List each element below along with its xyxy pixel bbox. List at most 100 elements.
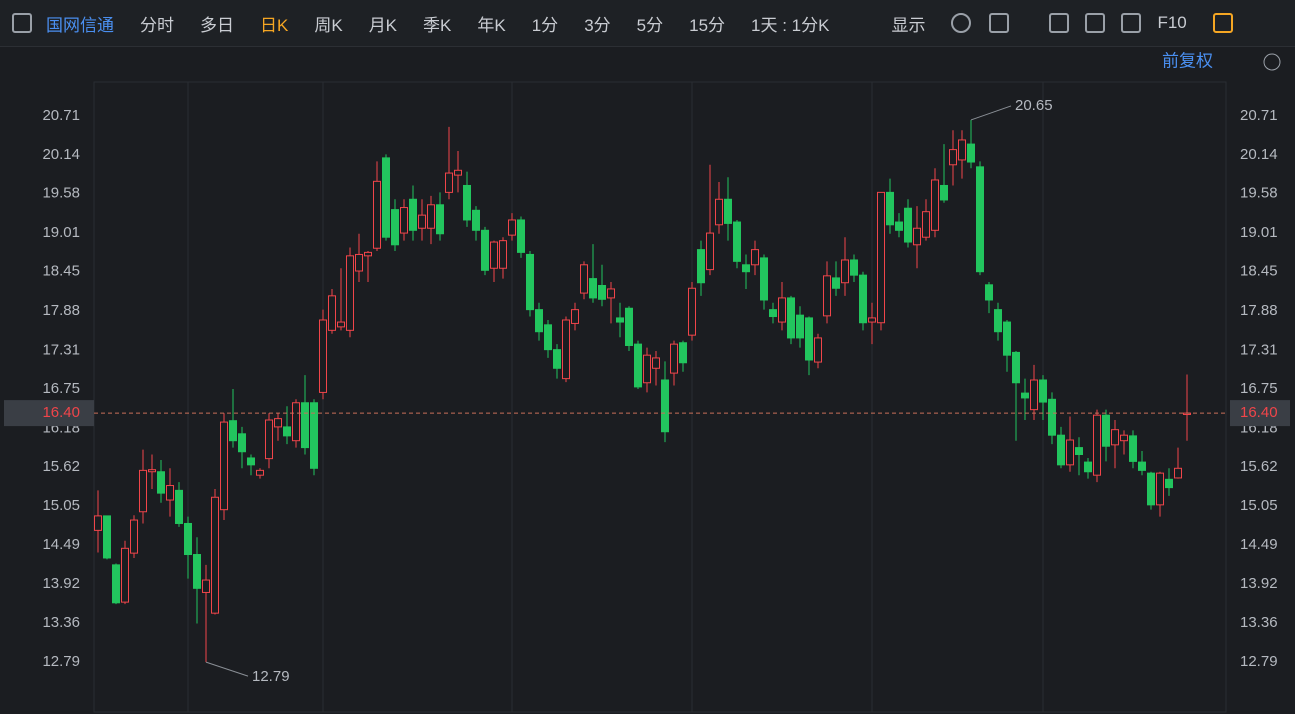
y2-tick-label: 14.49 [1240, 536, 1278, 553]
y-tick-label: 19.58 [42, 185, 80, 202]
camera-icon[interactable] [1049, 13, 1070, 33]
interval[interactable]: 1天 : 1分K [751, 15, 830, 35]
candle-body [1102, 414, 1110, 447]
candle-body [1138, 461, 1146, 471]
candle-body [841, 259, 849, 284]
candle-body [598, 284, 606, 300]
candle-body [571, 309, 579, 324]
color-icon[interactable] [989, 13, 1010, 33]
period-tab[interactable]: 分时 [140, 15, 174, 35]
y-tick-label: 20.14 [42, 146, 80, 163]
draw-icon[interactable] [1085, 13, 1106, 33]
period-tab[interactable]: 日K [260, 15, 289, 35]
candle-body [1120, 434, 1128, 442]
period-tab[interactable]: 15分 [689, 15, 726, 35]
y2-tick-label: 20.14 [1240, 146, 1278, 163]
candle-body [1174, 467, 1182, 479]
candle-body [418, 214, 426, 229]
candle-body [922, 211, 930, 238]
y2-tick-label: 16.75 [1240, 380, 1278, 397]
f10[interactable]: F10 [1157, 13, 1187, 32]
zoom-out[interactable] [1263, 53, 1281, 71]
candle-body [949, 149, 957, 166]
candle-body [985, 284, 993, 301]
candle-body [994, 309, 1002, 333]
candle-body [166, 485, 174, 501]
candle-body [787, 297, 795, 339]
y2-tick-label: 19.01 [1240, 224, 1278, 241]
candle-body [454, 169, 462, 176]
candle-body [463, 184, 471, 221]
candle-body [184, 522, 192, 556]
candle-body [1093, 414, 1101, 476]
candle-body [1147, 472, 1155, 506]
period-tab[interactable]: 周K [314, 15, 343, 35]
candle-body [175, 489, 183, 524]
candle-body [220, 421, 228, 511]
candle-body [112, 564, 120, 604]
candle-body [544, 324, 552, 351]
candle-body [913, 227, 921, 246]
low-label: 12.79 [252, 668, 290, 685]
y-tick-label: 17.31 [42, 341, 80, 358]
y2-tick-label: 18.45 [1240, 263, 1278, 280]
candle-body [1129, 435, 1137, 462]
candle-body [211, 496, 219, 614]
candle-body [589, 278, 597, 299]
y2-tick-label: 17.31 [1240, 341, 1278, 358]
candle-body [940, 184, 948, 201]
display-menu[interactable]: 显示 [891, 15, 926, 35]
candle-body [958, 139, 966, 161]
v-grid [187, 82, 1044, 712]
candle-body [652, 357, 660, 369]
candle-body [1021, 392, 1029, 399]
candle-body [805, 317, 813, 361]
candle-body [733, 221, 741, 262]
candle-body [337, 321, 345, 328]
period-tab[interactable]: 年K [477, 15, 506, 35]
candle-body [373, 180, 381, 249]
candle-body [400, 207, 408, 234]
candle-body [292, 402, 300, 442]
candle-body [823, 275, 831, 317]
candle-body [202, 579, 210, 593]
y2-tick-label: 13.36 [1240, 614, 1278, 631]
toolbar: 国网信通 分时 多日 日K 周K 月K 季K 年K 1分 3分 5分 15分 1天 : 1分K 显示… [0, 0, 1295, 47]
y-tick-label: 20.71 [42, 107, 80, 124]
period-tab[interactable]: 月K [368, 15, 398, 35]
candle-body [427, 204, 435, 229]
candle-body [1039, 379, 1047, 403]
candle-body [256, 469, 264, 476]
period-tab[interactable]: 多日 [200, 15, 234, 35]
candle-body [769, 309, 777, 318]
candle-body [274, 418, 282, 428]
candle-body [706, 232, 714, 271]
period-tab[interactable]: 5分 [636, 15, 664, 35]
candle-body [517, 219, 525, 253]
candle-body [508, 219, 516, 236]
y2-tick-label: 20.71 [1240, 107, 1278, 124]
y-tick-label: 17.88 [42, 302, 80, 319]
sidebar-toggle[interactable] [12, 13, 32, 33]
adjust-mode[interactable]: 前复权 [1162, 51, 1213, 70]
candle-body [1165, 478, 1173, 489]
period-tab[interactable]: 季K [423, 15, 452, 35]
period-tab[interactable]: 3分 [584, 15, 611, 35]
candle-body [1084, 461, 1092, 473]
y-tick-label: 19.01 [42, 224, 80, 241]
settings-icon[interactable] [951, 13, 972, 33]
y-tick-label: 16.75 [42, 380, 80, 397]
candle-body [904, 207, 912, 243]
candle-body [967, 143, 975, 163]
low-leader [205, 661, 249, 677]
fullscreen-icon[interactable] [1121, 13, 1142, 33]
candle-body [724, 198, 732, 224]
candle-body [382, 157, 390, 238]
candle-body [310, 402, 318, 469]
period-tab[interactable]: 1分 [531, 15, 559, 35]
high-leader [970, 105, 1012, 121]
candle-body [715, 198, 723, 226]
stock-name[interactable]: 国网信通 [46, 15, 114, 35]
window-icon[interactable] [1212, 13, 1233, 33]
